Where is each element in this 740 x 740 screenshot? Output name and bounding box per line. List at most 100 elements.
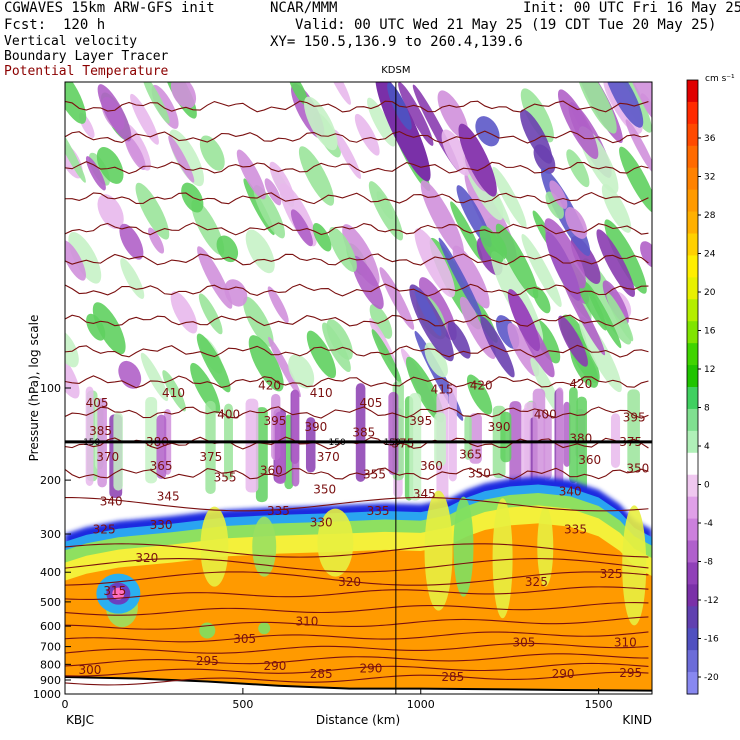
- plume-cell: [388, 391, 399, 476]
- colorbar-label: 16: [704, 327, 716, 337]
- theta-contour: [65, 9, 648, 21]
- theta-label: 375: [392, 437, 415, 451]
- colorbar-label: 32: [704, 173, 715, 183]
- colorbar-label: 8: [704, 404, 710, 414]
- wave-cell: [135, 182, 170, 240]
- y-axis-title: Pressure (hPa), log scale: [27, 315, 41, 462]
- wave-cell: [492, 166, 527, 229]
- plume-cell: [448, 383, 457, 482]
- theta-label: 360: [578, 453, 601, 467]
- colorbar-frame: [686, 79, 699, 695]
- wave-cell: [405, 356, 445, 423]
- wave-cell: [124, 135, 146, 170]
- endpoint-left: KBJC: [66, 713, 94, 727]
- theta-label: 365: [150, 459, 173, 473]
- wave-cell: [65, 329, 79, 368]
- x-tick-label: 0: [62, 698, 69, 711]
- theta-label: 420: [470, 378, 493, 392]
- wave-cell: [379, 267, 415, 330]
- y-tick-label: 700: [40, 641, 61, 654]
- colorbar-label: 20: [704, 288, 716, 298]
- wave-cell: [606, 292, 634, 342]
- theta-label: 345: [157, 489, 180, 503]
- wave-cell: [601, 183, 632, 233]
- wave-cell: [576, 82, 617, 134]
- wave-cell: [624, 82, 652, 137]
- x-axis: 0 500 1000 1500: [62, 688, 613, 711]
- plume-cell: [509, 401, 522, 488]
- wave-cell: [92, 302, 126, 355]
- theta-contour: [65, 558, 649, 573]
- wave-cell: [306, 330, 337, 379]
- colorbar-label: 0: [704, 481, 710, 491]
- theta-label: 395: [263, 414, 286, 428]
- theta-contour: [65, 314, 649, 327]
- wave-cell: [495, 223, 539, 299]
- plume-cell: [500, 411, 512, 463]
- colorbar-swatch: [687, 496, 698, 520]
- wave-cell: [459, 296, 496, 360]
- wave-cell: [424, 342, 448, 378]
- bl-eddy: [112, 587, 125, 600]
- wave-cell: [97, 194, 124, 230]
- theta-contours: [65, 9, 649, 686]
- theta-contour: [65, 662, 649, 677]
- theta-label: 330: [310, 515, 333, 529]
- wave-cell: [130, 93, 159, 145]
- theta-label: 350: [626, 461, 649, 475]
- theta-label: 285: [310, 667, 333, 681]
- plume-cell: [275, 411, 286, 485]
- theta-label: 415: [431, 382, 454, 396]
- wave-cell: [243, 296, 274, 347]
- colorbar-swatch: [687, 189, 698, 213]
- theta-contour: [65, 602, 649, 616]
- theta-label: 395: [623, 411, 646, 425]
- theta-contour: [65, 344, 649, 358]
- wave-cell: [248, 335, 284, 392]
- theta-label: 420: [569, 377, 592, 391]
- theta-label: 410: [162, 386, 185, 400]
- wave-cell: [97, 84, 132, 142]
- theta-contour: [65, 130, 649, 144]
- colorbar-swatch: [687, 408, 698, 432]
- wave-cell: [398, 82, 434, 146]
- theta-label: 365: [459, 448, 482, 462]
- plume-cell: [145, 397, 158, 484]
- colorbar-swatch: [687, 650, 698, 673]
- theta-label: 335: [267, 504, 290, 518]
- theta-label: 360: [260, 463, 283, 477]
- wave-cell: [140, 352, 169, 402]
- wave-cell: [269, 161, 295, 204]
- bl-pocket: [537, 506, 554, 587]
- theta-contour: [65, 496, 649, 512]
- plume-cell: [205, 400, 216, 494]
- colorbar-label: -12: [704, 596, 719, 606]
- colorbar-swatch: [687, 299, 698, 322]
- plume-cell: [469, 413, 482, 464]
- theta-label: 310: [295, 615, 318, 629]
- wave-cell: [312, 222, 332, 252]
- cross-section-coords: XY= 150.5,136.9 to 260.4,139.6: [270, 34, 523, 50]
- tropopause-label: 150: [384, 438, 401, 448]
- plume-cell: [291, 389, 300, 487]
- wave-cell: [65, 121, 86, 183]
- x-tick-label: 1500: [585, 698, 613, 711]
- theta-label: 330: [150, 518, 173, 532]
- colorbar-swatch: [687, 562, 698, 585]
- wave-cell: [521, 234, 562, 307]
- colorbar-swatch: [687, 211, 698, 235]
- wave-cell: [322, 322, 351, 373]
- wave-cell: [328, 226, 357, 272]
- theta-contour: [65, 191, 649, 205]
- wave-cell: [371, 329, 402, 384]
- wave-cell: [65, 82, 87, 124]
- wave-cell: [96, 147, 124, 184]
- colorbar-swatch: [687, 628, 698, 651]
- wave-cell: [466, 374, 493, 415]
- model-title: CGWAVES 15km ARW-GFS init: [4, 0, 215, 16]
- wave-cell: [369, 303, 393, 339]
- y-tick-label: 200: [40, 474, 61, 487]
- theta-label: 340: [559, 485, 582, 499]
- theta-label: 395: [409, 414, 432, 428]
